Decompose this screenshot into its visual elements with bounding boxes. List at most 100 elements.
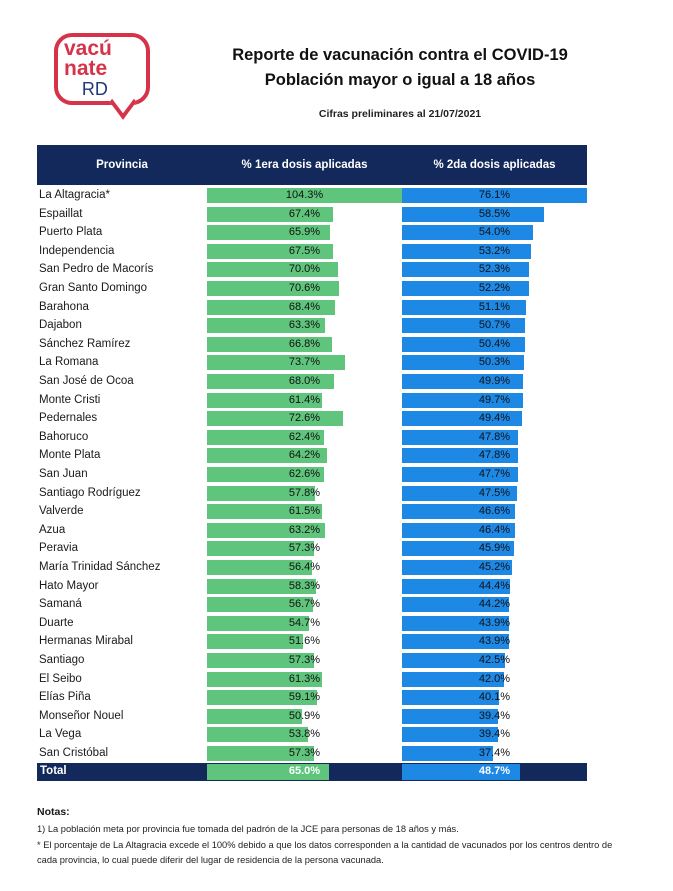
province-name: Espaillat xyxy=(39,207,83,220)
dose2-value: 49.7% xyxy=(478,393,511,406)
table-row: Monseñor Nouel 50.9% 39.4% xyxy=(37,708,587,726)
dose1-value: 70.6% xyxy=(288,282,321,294)
logo-line3: RD xyxy=(81,79,108,99)
dose2-bar xyxy=(402,467,518,482)
dose2-bar xyxy=(402,318,526,334)
dose1-bar xyxy=(207,318,326,334)
dose2-value: 49.9% xyxy=(478,375,511,387)
dose2-value: 46.4% xyxy=(478,523,511,536)
dose2-bar xyxy=(402,522,515,538)
province-name: La Altagracia* xyxy=(39,189,110,201)
dose2-value: 52.3% xyxy=(478,263,511,276)
table-row: Espaillat 67.4% 58.5% xyxy=(37,206,587,224)
dose1-value: 67.4% xyxy=(288,207,321,220)
table-row: Independencia 67.5% 53.2% xyxy=(37,243,587,261)
dose1-bar xyxy=(207,634,304,650)
dose2-bar xyxy=(402,281,529,296)
dose1-bar xyxy=(207,392,322,408)
province-name: Independencia xyxy=(39,244,115,257)
dose2-bar xyxy=(402,746,493,761)
report-subtitle: Cifras preliminares al 21/07/2021 xyxy=(318,108,482,120)
dose2-value: 54.0% xyxy=(478,226,511,239)
dose1-value: 51.6% xyxy=(288,635,321,648)
table-header: Provincia % 1era dosis aplicadas % 2da d… xyxy=(37,145,587,185)
dose2-bar xyxy=(402,690,500,706)
table-row: Azua 63.2% 46.4% xyxy=(37,522,587,540)
dose1-value: 63.3% xyxy=(288,319,321,332)
province-name: Gran Santo Domingo xyxy=(39,282,148,294)
dose1-bar xyxy=(207,746,315,761)
dose1-bar xyxy=(207,448,328,464)
table-row: La Vega 53.8% 39.4% xyxy=(37,726,587,744)
table-row: San Juan 62.6% 47.7% xyxy=(37,466,587,484)
province-name: Azua xyxy=(39,523,66,536)
dose1-bar xyxy=(207,578,316,594)
province-name: Monte Plata xyxy=(39,449,101,462)
dose1-value: 62.6% xyxy=(288,468,321,480)
dose2-bar xyxy=(402,392,523,408)
dose1-value: 72.6% xyxy=(288,412,321,425)
dose2-bar xyxy=(402,708,498,724)
dose2-value: 58.5% xyxy=(478,207,511,220)
table-row: Monte Cristi 61.4% 49.7% xyxy=(37,392,587,410)
dose1-value: 53.8% xyxy=(288,728,321,741)
dose2-value: 47.8% xyxy=(478,449,511,462)
dose2-bar xyxy=(402,485,518,501)
table-row: María Trinidad Sánchez 56.4% 45.2% xyxy=(37,559,587,577)
table-row: Hato Mayor 58.3% 44.4% xyxy=(37,578,587,596)
province-name: Duarte xyxy=(39,616,74,629)
dose1-value: 61.4% xyxy=(288,393,321,406)
dose2-value: 45.9% xyxy=(478,542,511,555)
dose1-value: 57.3% xyxy=(288,542,321,555)
dose1-bar xyxy=(207,429,324,445)
dose1-bar xyxy=(207,262,338,278)
dose2-value: 43.9% xyxy=(478,635,511,648)
dose2-value: 76.1% xyxy=(478,189,511,201)
dose2-bar xyxy=(402,374,524,389)
table-row: Puerto Plata 65.9% 54.0% xyxy=(37,224,587,242)
total-dose2-value: 48.7% xyxy=(478,765,511,777)
dose2-value: 53.2% xyxy=(478,244,511,257)
dose1-bar xyxy=(207,336,332,352)
dose2-bar xyxy=(402,262,530,278)
dose1-value: 57.3% xyxy=(288,747,321,759)
dose1-value: 66.8% xyxy=(288,337,321,350)
dose1-bar xyxy=(207,206,333,222)
note-2: * El porcentaje de La Altagracia excede … xyxy=(37,840,613,865)
province-name: Hato Mayor xyxy=(39,579,99,592)
dose2-value: 39.4% xyxy=(478,728,511,741)
dose2-bar xyxy=(402,188,587,203)
province-name: La Vega xyxy=(39,728,82,741)
table-row: Hermanas Mirabal 51.6% 43.9% xyxy=(37,633,587,651)
dose2-bar xyxy=(402,243,532,259)
dose1-bar xyxy=(207,727,308,743)
dose2-bar xyxy=(402,634,509,650)
table-row: San Pedro de Macorís 70.0% 52.3% xyxy=(37,261,587,279)
dose1-value: 63.2% xyxy=(288,523,321,536)
dose1-bar xyxy=(207,467,325,482)
dose1-value: 62.4% xyxy=(288,430,321,443)
province-name: El Seibo xyxy=(39,672,82,685)
column-header-provincia: Provincia xyxy=(96,159,148,171)
dose1-bar xyxy=(207,541,315,557)
dose1-value: 54.7% xyxy=(288,616,321,629)
dose2-bar xyxy=(402,560,512,575)
dose1-bar xyxy=(207,188,402,203)
logo-line1: vacú xyxy=(64,37,112,60)
dose1-bar xyxy=(207,560,313,575)
total-dose1-value: 65.0% xyxy=(288,765,321,777)
dose1-value: 68.4% xyxy=(288,300,321,313)
province-name: San Juan xyxy=(39,468,88,480)
dose1-bar xyxy=(207,615,310,631)
total-dose1-bar xyxy=(207,764,329,780)
table-row: Peravia 57.3% 45.9% xyxy=(37,540,587,558)
dose1-bar xyxy=(207,411,343,427)
table-row: El Seibo 61.3% 42.0% xyxy=(37,671,587,689)
dose1-bar xyxy=(207,374,335,389)
dose2-value: 52.2% xyxy=(478,282,511,294)
dose1-bar xyxy=(207,355,345,371)
dose1-bar xyxy=(207,485,316,501)
table-row: Monte Plata 64.2% 47.8% xyxy=(37,447,587,465)
dose2-value: 49.4% xyxy=(478,412,511,425)
dose1-value: 104.3% xyxy=(285,189,324,201)
